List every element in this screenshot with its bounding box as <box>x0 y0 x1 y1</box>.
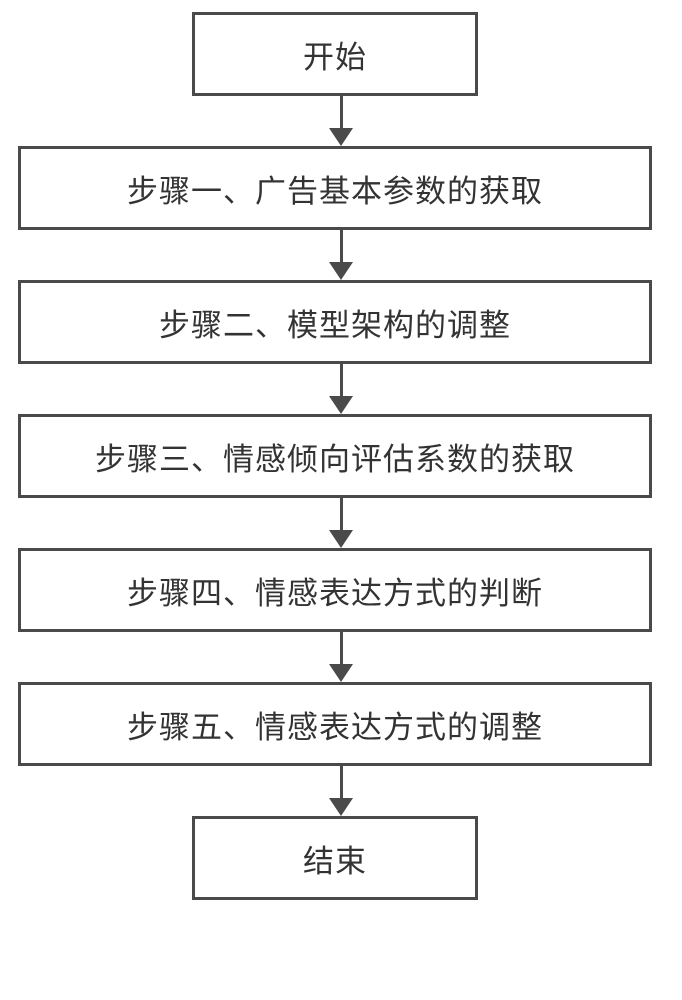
flowchart-node-step1: 步骤一、广告基本参数的获取 <box>18 146 652 230</box>
arrow-line <box>340 766 343 798</box>
flowchart-node-step2: 步骤二、模型架构的调整 <box>18 280 652 364</box>
flowchart-node-step3: 步骤三、情感倾向评估系数的获取 <box>18 414 652 498</box>
flowchart-node-end: 结束 <box>192 816 478 900</box>
arrow-line <box>340 230 343 262</box>
flowchart-arrow <box>329 632 353 682</box>
flowchart-arrow <box>329 498 353 548</box>
arrow-head-icon <box>329 262 353 280</box>
flowchart-node-start: 开始 <box>192 12 478 96</box>
flowchart-arrow <box>329 766 353 816</box>
flowchart-arrow <box>329 364 353 414</box>
arrow-head-icon <box>329 128 353 146</box>
arrow-head-icon <box>329 530 353 548</box>
arrow-head-icon <box>329 396 353 414</box>
flowchart-arrow <box>329 96 353 146</box>
arrow-line <box>340 632 343 664</box>
flowchart-node-step5: 步骤五、情感表达方式的调整 <box>18 682 652 766</box>
flowchart-container: 开始 步骤一、广告基本参数的获取 步骤二、模型架构的调整 步骤三、情感倾向评估系… <box>0 0 682 1000</box>
arrow-head-icon <box>329 798 353 816</box>
arrow-head-icon <box>329 664 353 682</box>
arrow-line <box>340 364 343 396</box>
flowchart-arrow <box>329 230 353 280</box>
flowchart-node-step4: 步骤四、情感表达方式的判断 <box>18 548 652 632</box>
arrow-line <box>340 96 343 128</box>
arrow-line <box>340 498 343 530</box>
